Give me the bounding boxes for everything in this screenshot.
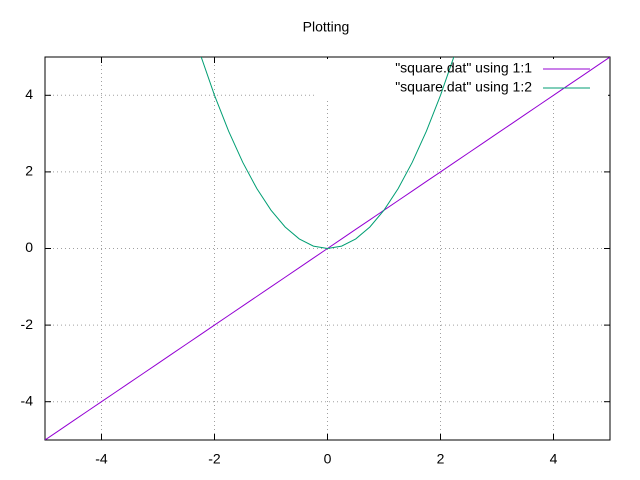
y-tick-label: -2: [21, 316, 34, 332]
legend-label: "square.dat" using 1:1: [395, 60, 532, 76]
series-line: [200, 57, 455, 250]
y-tick-label: 2: [25, 163, 33, 179]
chart-title: Plotting: [303, 19, 350, 35]
plot-border: [44, 56, 611, 441]
legend-label: "square.dat" using 1:2: [395, 79, 532, 95]
x-tick-label: 0: [324, 451, 332, 467]
x-tick-label: -2: [208, 451, 221, 467]
legend-background: [316, 59, 608, 99]
x-tick-label: 4: [550, 451, 558, 467]
y-tick-label: 4: [25, 86, 33, 102]
y-tick-label: -4: [21, 392, 34, 408]
x-tick-label: 2: [437, 451, 445, 467]
y-tick-label: 0: [25, 239, 33, 255]
x-tick-label: -4: [95, 451, 108, 467]
